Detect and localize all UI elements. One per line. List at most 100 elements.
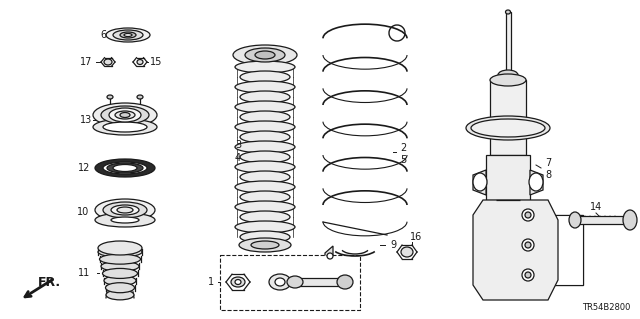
Ellipse shape [101, 106, 149, 124]
Polygon shape [473, 200, 558, 300]
Ellipse shape [255, 51, 275, 59]
Text: 12: 12 [78, 163, 90, 173]
Text: 8: 8 [545, 170, 551, 180]
Ellipse shape [99, 254, 141, 264]
Ellipse shape [337, 275, 353, 289]
Ellipse shape [471, 119, 545, 137]
Ellipse shape [401, 247, 413, 257]
Ellipse shape [103, 122, 147, 132]
Ellipse shape [251, 241, 279, 249]
Ellipse shape [287, 276, 303, 288]
Text: 10: 10 [77, 207, 89, 217]
Ellipse shape [529, 173, 543, 191]
Ellipse shape [498, 70, 518, 80]
Bar [506, 12, 511, 75]
Ellipse shape [95, 199, 155, 221]
Text: 14: 14 [590, 202, 602, 212]
Text: 3: 3 [235, 140, 241, 150]
Ellipse shape [106, 290, 134, 300]
Ellipse shape [623, 210, 637, 230]
Ellipse shape [235, 201, 295, 213]
Circle shape [525, 242, 531, 248]
Ellipse shape [113, 30, 143, 40]
Text: 7: 7 [545, 158, 551, 168]
Text: 5: 5 [400, 155, 406, 165]
Ellipse shape [109, 108, 141, 122]
Ellipse shape [233, 45, 297, 65]
Bar [490, 80, 526, 155]
Ellipse shape [235, 121, 295, 133]
Ellipse shape [240, 151, 290, 163]
Ellipse shape [137, 60, 143, 64]
Ellipse shape [240, 231, 290, 243]
Text: 6: 6 [100, 30, 106, 40]
Ellipse shape [98, 247, 142, 257]
Ellipse shape [569, 212, 581, 228]
Circle shape [522, 239, 534, 251]
Text: 4: 4 [235, 153, 241, 163]
Text: 9: 9 [390, 240, 396, 250]
Polygon shape [473, 170, 486, 195]
Ellipse shape [111, 205, 139, 215]
Text: 16: 16 [410, 232, 422, 242]
Text: 1: 1 [208, 277, 214, 287]
Text: FR.: FR. [38, 276, 61, 288]
Ellipse shape [231, 277, 245, 287]
Ellipse shape [235, 161, 295, 173]
Ellipse shape [235, 279, 241, 285]
Ellipse shape [235, 221, 295, 233]
Ellipse shape [95, 213, 155, 227]
Bar [570, 216, 625, 224]
Ellipse shape [103, 162, 147, 174]
Ellipse shape [240, 91, 290, 103]
Circle shape [525, 212, 531, 218]
Polygon shape [508, 215, 583, 285]
Ellipse shape [490, 74, 526, 86]
Ellipse shape [240, 71, 290, 83]
Ellipse shape [235, 141, 295, 153]
Ellipse shape [104, 276, 136, 286]
Ellipse shape [102, 268, 138, 278]
Text: 11: 11 [78, 268, 90, 278]
Ellipse shape [240, 131, 290, 143]
Ellipse shape [103, 202, 147, 218]
Circle shape [525, 272, 531, 278]
Ellipse shape [466, 116, 550, 140]
Ellipse shape [240, 211, 290, 223]
Ellipse shape [98, 241, 142, 255]
Ellipse shape [107, 95, 113, 99]
Text: 2: 2 [400, 143, 406, 153]
Circle shape [327, 253, 333, 259]
Ellipse shape [117, 207, 133, 213]
Bar [220, 255, 360, 310]
Ellipse shape [107, 163, 143, 173]
Ellipse shape [106, 28, 150, 42]
Ellipse shape [95, 159, 155, 177]
Ellipse shape [235, 81, 295, 93]
Ellipse shape [235, 101, 295, 113]
Bar [486, 155, 530, 200]
Ellipse shape [104, 59, 112, 65]
Ellipse shape [239, 238, 291, 252]
Text: 17: 17 [80, 57, 92, 67]
Ellipse shape [106, 283, 134, 293]
Ellipse shape [240, 111, 290, 123]
Ellipse shape [101, 261, 139, 271]
Ellipse shape [240, 191, 290, 203]
Ellipse shape [473, 173, 487, 191]
Ellipse shape [111, 217, 139, 223]
Ellipse shape [113, 165, 137, 172]
Text: 13: 13 [80, 115, 92, 125]
Polygon shape [530, 170, 543, 195]
Ellipse shape [137, 95, 143, 99]
Ellipse shape [275, 278, 285, 286]
Ellipse shape [124, 33, 132, 36]
Ellipse shape [235, 181, 295, 193]
Ellipse shape [93, 119, 157, 135]
Bar [508, 215, 583, 285]
Ellipse shape [269, 274, 291, 290]
Bar [295, 278, 350, 286]
Ellipse shape [506, 10, 511, 14]
Circle shape [522, 269, 534, 281]
Ellipse shape [235, 61, 295, 73]
